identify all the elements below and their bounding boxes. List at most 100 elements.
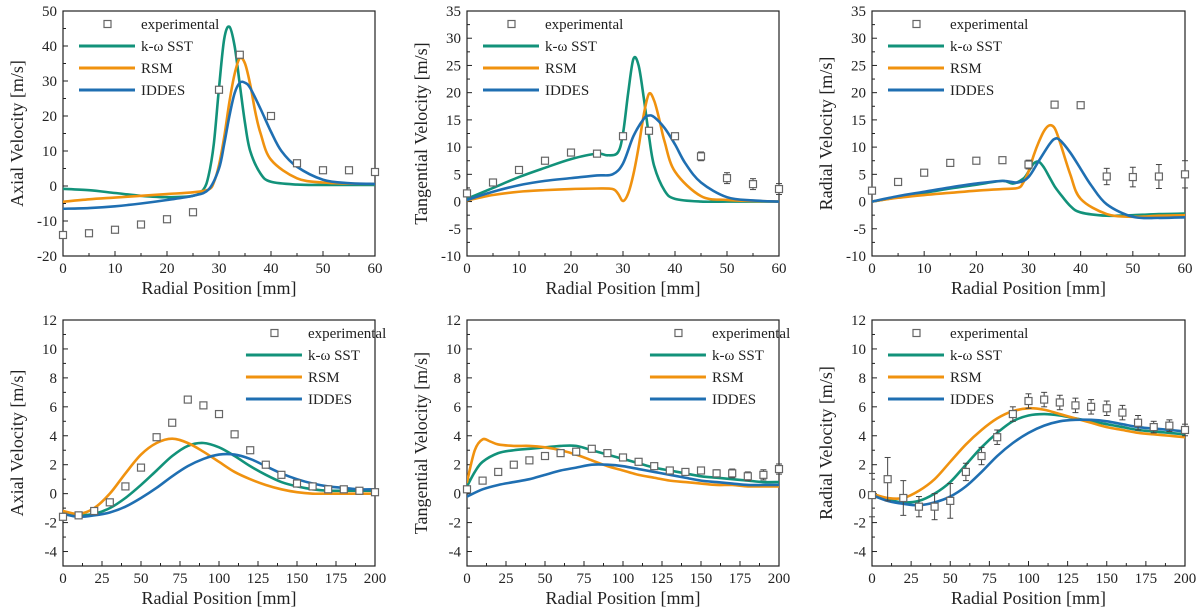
x-tick-label: 50	[943, 571, 958, 587]
y-tick-label: 10	[851, 342, 866, 358]
experimental-point	[462, 485, 472, 494]
chart-panel-4: 0 25 50 75 100 125 150 175 200 -4 -2 0 2 4 6 8 10 12 Radia…	[7, 313, 386, 608]
legend-label: RSM	[712, 370, 744, 386]
experimental-point	[946, 496, 955, 505]
y-tick-label: 0	[454, 487, 462, 503]
experimental-point	[110, 225, 120, 234]
experimental-point	[58, 512, 68, 521]
experimental-point	[618, 132, 628, 141]
x-tick-label: 150	[286, 571, 309, 587]
experimental-point	[1180, 170, 1190, 179]
experimental-point	[84, 229, 94, 238]
y-tick-label: 20	[446, 86, 461, 102]
y-axis-title: Radial Velocity [m/s]	[816, 57, 836, 211]
y-tick-label: 10	[42, 144, 57, 160]
experimental-point	[914, 502, 924, 511]
x-tick-label: 20	[564, 261, 579, 277]
x-tick-label: 50	[720, 261, 735, 277]
experimental-point	[188, 208, 198, 217]
legend-label: k-ω SST	[545, 39, 597, 55]
experimental-point	[488, 178, 498, 187]
experimental-point	[318, 166, 328, 175]
y-tick-label: -4	[854, 545, 867, 561]
plot-frame	[62, 10, 376, 257]
y-tick-label: -10	[37, 214, 57, 230]
x-tick-label: 75	[982, 571, 997, 587]
x-axis-title: Radial Position [mm]	[546, 588, 701, 608]
x-tick-label: 30	[1021, 261, 1036, 277]
y-tick-label: 20	[42, 109, 57, 125]
legend-label: RSM	[950, 370, 982, 386]
y-tick-label: 8	[859, 371, 867, 387]
legend-label: experimental	[712, 326, 790, 342]
series-line-iddes	[872, 418, 1185, 507]
chart-panel-2: 0 10 20 30 40 50 60 -10 -5 0 5 10 15 20 25 30 35 Radial P…	[411, 4, 787, 298]
y-axis-title: Radial Velocity [m/s]	[816, 366, 836, 520]
experimental-point	[1102, 172, 1111, 181]
legend-label: experimental	[950, 326, 1028, 342]
legend-label: IDDES	[308, 392, 352, 408]
x-tick-label: 10	[917, 261, 932, 277]
experimental-point	[1180, 425, 1190, 435]
experimental-point	[339, 485, 348, 494]
y-tick-label: -2	[449, 516, 462, 532]
experimental-point	[566, 148, 576, 157]
experimental-point	[136, 220, 146, 229]
experimental-point	[355, 486, 364, 495]
x-tick-label: 100	[1017, 571, 1040, 587]
experimental-point	[214, 409, 224, 419]
series-line-rsm	[63, 56, 375, 204]
y-tick-label: 50	[42, 4, 57, 20]
y-tick-label: -5	[449, 222, 462, 238]
x-tick-label: 60	[772, 261, 787, 277]
y-tick-label: 30	[42, 74, 57, 90]
experimental-point	[650, 462, 659, 471]
x-tick-label: 100	[612, 571, 635, 587]
legend-label: k-ω SST	[950, 348, 1002, 364]
legend-label: k-ω SST	[950, 39, 1002, 55]
experimental-point	[292, 159, 302, 168]
x-tick-label: 150	[690, 571, 713, 587]
y-tick-label: 12	[42, 313, 57, 329]
y-tick-label: 0	[50, 179, 58, 195]
y-tick-label: 10	[42, 342, 57, 358]
y-tick-label: 4	[454, 429, 462, 445]
y-tick-label: 0	[50, 487, 58, 503]
experimental-point	[540, 156, 550, 165]
experimental-point	[556, 449, 565, 458]
y-tick-label: 20	[851, 86, 866, 102]
experimental-point	[266, 111, 276, 121]
experimental-point	[308, 482, 317, 491]
experimental-point	[867, 186, 877, 195]
x-tick-label: 0	[59, 261, 67, 277]
series-line-rsm	[63, 437, 375, 516]
x-tick-label: 20	[969, 261, 984, 277]
experimental-point	[728, 469, 737, 478]
x-tick-label: 50	[1125, 261, 1140, 277]
y-axis-title: Axial Velocity [m/s]	[7, 370, 27, 517]
legend-marker-experimental	[912, 328, 921, 338]
x-tick-label: 0	[59, 571, 67, 587]
experimental-point	[587, 444, 596, 453]
y-tick-label: 0	[454, 195, 462, 211]
x-tick-label: 0	[868, 261, 876, 277]
experimental-point	[774, 464, 784, 474]
legend-label: RSM	[308, 370, 340, 386]
experimental-point	[572, 447, 581, 456]
x-tick-label: 200	[1174, 571, 1197, 587]
experimental-point	[214, 85, 224, 94]
x-axis-title: Radial Position [mm]	[951, 278, 1106, 298]
experimental-point	[961, 467, 971, 477]
legend-label: experimental	[141, 17, 219, 33]
experimental-point	[58, 230, 68, 240]
legend-label: RSM	[141, 61, 173, 77]
legend-label: RSM	[950, 61, 982, 77]
y-tick-label: 4	[859, 429, 867, 445]
x-tick-label: 30	[212, 261, 227, 277]
y-tick-label: -20	[37, 249, 57, 265]
experimental-point	[1040, 395, 1049, 404]
y-tick-label: -10	[846, 249, 866, 265]
y-tick-label: 10	[446, 140, 461, 156]
y-tick-label: 35	[851, 4, 866, 20]
